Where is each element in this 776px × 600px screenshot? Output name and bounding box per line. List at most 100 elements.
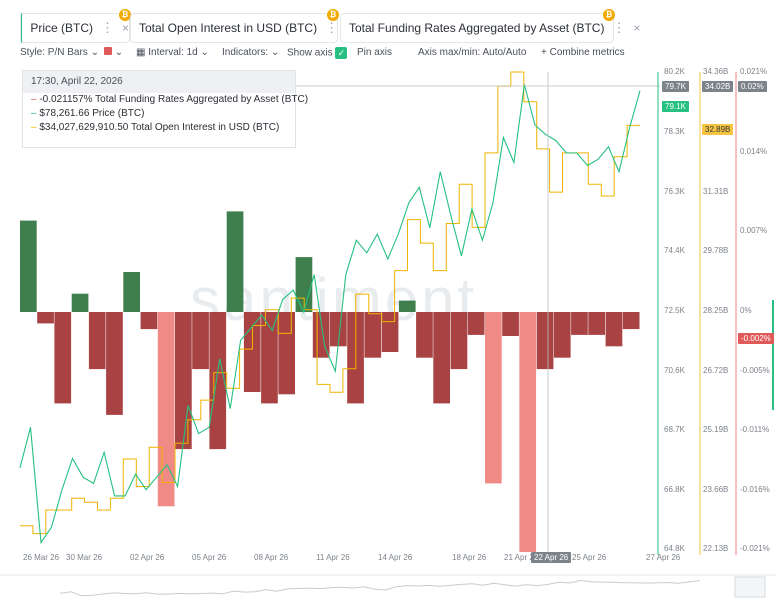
funding-bar — [622, 312, 640, 330]
tab-label: Price (BTC) — [30, 21, 93, 35]
pin-axis-label: Pin axis — [357, 47, 393, 58]
axis-tick-label: -0.016% — [740, 485, 770, 494]
axis-tick-label: 28.25B — [703, 306, 729, 315]
color-select[interactable]: ⌄ — [104, 47, 123, 58]
indicators-select[interactable]: Indicators: ⌄ — [222, 47, 279, 58]
tab-funding-rates[interactable]: Total Funding Rates Aggregated by Asset … — [340, 9, 640, 43]
funding-bar — [571, 312, 588, 335]
funding-bar — [588, 312, 605, 335]
tooltip-value: $34,027,629,910.50 — [39, 122, 129, 133]
tooltip-datetime: 17:30, April 22, 2026 — [23, 71, 295, 93]
price-line — [19, 84, 641, 545]
pin-axis-toggle[interactable]: Pin axis — [357, 47, 392, 58]
date-tick-label: 18 Apr 26 — [452, 553, 487, 562]
combine-label: Combine metrics — [549, 47, 625, 58]
tab-price-btc[interactable]: Price (BTC) ⋮ × ₿ — [20, 9, 131, 43]
chevron-down-icon: ⌄ — [90, 47, 99, 58]
funding-bar — [398, 300, 416, 312]
axis-tick-label: 0.007% — [740, 226, 768, 235]
funding-current-tag: -0.002% — [738, 333, 774, 344]
tab-menu-icon[interactable]: ⋮ — [100, 20, 114, 35]
navigator-range-selector[interactable] — [734, 576, 766, 598]
funding-bar — [450, 312, 468, 370]
funding-bar — [278, 312, 295, 395]
funding-bar — [140, 312, 158, 330]
navigator-price-line[interactable] — [59, 579, 701, 597]
chevron-down-icon: ⌄ — [114, 47, 124, 58]
axis-tick-label: 64.8K — [664, 544, 685, 553]
plus-icon: + — [541, 47, 547, 58]
date-tick-label: 27 Apr 26 — [646, 553, 681, 562]
axis-tick-label: -0.021% — [740, 544, 770, 553]
combine-metrics-button[interactable]: + Combine metrics — [541, 47, 625, 58]
axis-tick-label: 0.021% — [740, 67, 768, 76]
axis-tick-label: -0.011% — [740, 425, 770, 434]
interval-select[interactable]: ▦ Interval: 1d ⌄ — [136, 47, 209, 58]
crosshair-tooltip: 17:30, April 22, 2026 – -0.021157% Total… — [22, 70, 308, 148]
funding-bar — [71, 293, 89, 312]
funding-bar — [20, 220, 37, 312]
date-tick-label: 30 Mar 26 — [66, 553, 103, 562]
axis-tick-label: 66.8K — [664, 485, 685, 494]
close-icon[interactable]: × — [121, 21, 129, 35]
tab-label: Total Open Interest in USD (BTC) — [139, 21, 318, 35]
date-tick-label: 21 Apr 26 — [504, 553, 539, 562]
tab-menu-icon[interactable]: ⋮ — [612, 20, 626, 35]
funding-bar — [54, 312, 72, 404]
checkbox-checked-icon[interactable]: ✓ — [335, 47, 348, 59]
axis-tick-label: 25.19B — [703, 425, 729, 434]
price-current-tag: 79.1K — [662, 101, 689, 112]
axis-tick-label: -0.005% — [740, 366, 770, 375]
axis-tick-label: 70.6K — [664, 366, 685, 375]
price-crosshair-tag: 79.7K — [662, 81, 689, 92]
chevron-down-icon: ⌄ — [270, 47, 280, 58]
tab-menu-icon[interactable]: ⋮ — [325, 20, 339, 35]
funding-bar — [381, 312, 399, 352]
axis-tick-label: 74.4K — [664, 246, 685, 255]
style-label: Style: P/N Bars — [20, 47, 88, 58]
funding-bar — [88, 312, 106, 370]
date-tick-label: 08 Apr 26 — [254, 553, 289, 562]
axis-tick-label: 68.7K — [664, 425, 685, 434]
tab-open-interest[interactable]: Total Open Interest in USD (BTC) ⋮ × ₿ — [130, 9, 353, 43]
chart-toolbar: Style: P/N Bars ⌄ ⌄ ▦ Interval: 1d ⌄ Ind… — [0, 44, 776, 66]
oi-crosshair-tag: 34.02B — [702, 81, 734, 92]
calendar-icon: ▦ — [136, 47, 146, 58]
tooltip-label: Total Funding Rates Aggregated by Asset … — [95, 94, 309, 105]
funding-bars — [20, 211, 640, 552]
oi-current-tag: 32.89B — [702, 124, 734, 135]
axis-tick-label: 78.3K — [664, 127, 685, 136]
style-select[interactable]: Style: P/N Bars ⌄ — [20, 47, 99, 58]
axis-tick-label: 26.72B — [703, 366, 729, 375]
axis-tick-label: 72.5K — [664, 306, 685, 315]
funding-bar — [192, 312, 209, 370]
close-icon[interactable]: × — [633, 21, 641, 35]
tooltip-row-open-interest: – $34,027,629,910.50 Total Open Interest… — [31, 122, 280, 133]
axis-tick-label: 29.78B — [703, 246, 729, 255]
bitcoin-icon: ₿ — [327, 9, 339, 21]
axis-minmax-label: Axis max/min: Auto/Auto — [418, 47, 527, 58]
funding-bar — [226, 211, 244, 312]
funding-bar — [157, 312, 175, 507]
metric-tabs: Price (BTC) ⋮ × ₿ Total Open Interest in… — [0, 0, 776, 43]
tooltip-label: Total Open Interest in USD (BTC) — [130, 122, 280, 133]
axis-tick-label: 22.13B — [703, 544, 729, 553]
axis-minmax-select[interactable]: Axis max/min: Auto/Auto — [418, 47, 526, 58]
tooltip-label: Price (BTC) — [92, 108, 145, 119]
date-tick-label: 26 Mar 26 — [23, 553, 60, 562]
tab-color-bar — [21, 13, 23, 43]
axis-tick-label: 31.31B — [703, 187, 729, 196]
date-tick-label: 11 Apr 26 — [316, 553, 350, 562]
show-axis-label: Show axis — [287, 47, 333, 59]
tooltip-value: $78,261.66 — [39, 108, 90, 119]
tooltip-row-price: – $78,261.66 Price (BTC) — [31, 108, 145, 119]
funding-bar — [330, 312, 347, 347]
date-tick-label: 25 Apr 26 — [572, 553, 607, 562]
date-tick-label: 02 Apr 26 — [130, 553, 165, 562]
funding-bar — [37, 312, 54, 324]
show-axis-toggle[interactable]: Show axis ✓ — [287, 47, 348, 59]
funding-crosshair-tag: 0.02% — [738, 81, 767, 92]
date-crosshair-tag: 22 Apr 26 — [531, 552, 572, 563]
funding-bar — [123, 272, 140, 312]
